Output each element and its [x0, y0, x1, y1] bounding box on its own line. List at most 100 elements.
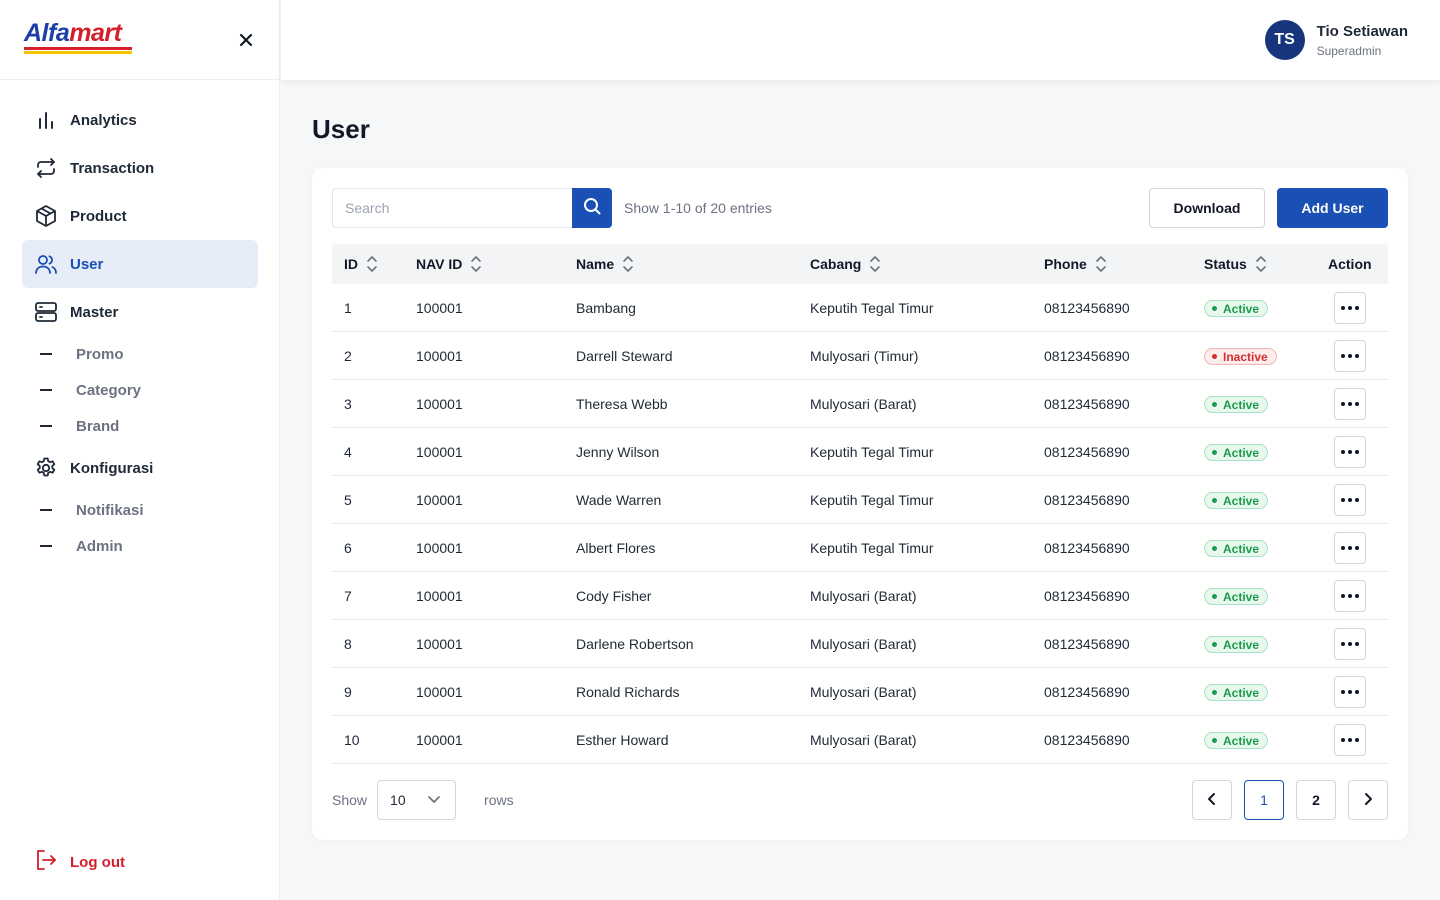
cell-cabang: Keputih Tegal Timur [810, 539, 934, 556]
status-label: Active [1223, 541, 1260, 556]
cell-cabang: Mulyosari (Barat) [810, 731, 917, 748]
sidebar-subitem-category[interactable]: Category [22, 372, 258, 408]
more-options-button[interactable] [1334, 291, 1366, 324]
sidebar-subitem-brand[interactable]: Brand [22, 408, 258, 444]
more-options-button[interactable] [1334, 675, 1366, 708]
cell-name: Darrell Steward [576, 347, 673, 364]
sidebar-item-transaction[interactable]: Transaction [22, 144, 258, 192]
status-label: Active [1223, 301, 1260, 316]
cell-phone: 08123456890 [1044, 299, 1130, 316]
alfamart-logo[interactable]: Alfamart [24, 20, 134, 60]
close-sidebar-icon[interactable] [236, 30, 256, 50]
page-button-1[interactable]: 1 [1244, 780, 1284, 820]
logout-button[interactable]: Log out [34, 848, 125, 877]
more-options-button[interactable] [1334, 723, 1366, 756]
more-dot-icon [1341, 305, 1345, 310]
cell-nav-id: 100001 [416, 539, 463, 556]
cell-status: Active [1192, 634, 1316, 653]
more-dot-icon [1348, 353, 1352, 358]
sidebar-item-product[interactable]: Product [22, 192, 258, 240]
rows-per-page-select[interactable]: 10 [377, 780, 457, 820]
search-button[interactable] [572, 188, 612, 228]
more-dot-icon [1355, 593, 1359, 598]
chevron-down-icon [427, 792, 441, 809]
sidebar-subitem-notifikasi[interactable]: Notifikasi [22, 492, 258, 528]
more-options-button[interactable] [1334, 579, 1366, 612]
status-dot-icon [1212, 546, 1217, 551]
cell-cabang: Keputih Tegal Timur [810, 299, 934, 316]
cell-action [1316, 339, 1388, 372]
more-options-button[interactable] [1334, 531, 1366, 564]
more-options-button[interactable] [1334, 435, 1366, 468]
sidebar-item-analytics[interactable]: Analytics [22, 96, 258, 144]
add-user-button[interactable]: Add User [1277, 188, 1388, 228]
more-dot-icon [1341, 641, 1345, 646]
status-label: Active [1223, 445, 1260, 460]
page-button-2[interactable]: 2 [1296, 780, 1336, 820]
cell-status: Active [1192, 682, 1316, 701]
logo-underline-red [24, 47, 132, 50]
column-header-phone[interactable]: Phone [1032, 244, 1192, 284]
sort-icon [470, 255, 482, 273]
sidebar-item-label: Transaction [70, 159, 155, 177]
download-button[interactable]: Download [1149, 188, 1265, 228]
sidebar-subitem-label: Notifikasi [76, 501, 144, 519]
cell-status: Active [1192, 538, 1316, 557]
cell-id: 7 [344, 587, 352, 604]
cell-status: Inactive [1192, 346, 1316, 365]
column-header-status[interactable]: Status [1192, 244, 1316, 284]
cell-name: Darlene Robertson [576, 635, 694, 652]
sidebar-subitem-promo[interactable]: Promo [22, 336, 258, 372]
status-dot-icon [1212, 738, 1217, 743]
status-badge: Active [1204, 540, 1269, 557]
cell-name: Cody Fisher [576, 587, 652, 604]
sidebar-item-konfigurasi[interactable]: Konfigurasi [22, 444, 258, 492]
status-badge: Active [1204, 684, 1269, 701]
column-header-name[interactable]: Name [564, 244, 798, 284]
status-badge: Active [1204, 492, 1269, 509]
sidebar-item-master[interactable]: Master [22, 288, 258, 336]
table-body: 1 100001 Bambang Keputih Tegal Timur 0812345… [332, 284, 1388, 764]
more-dot-icon [1355, 353, 1359, 358]
logo-underline-yellow [24, 51, 132, 54]
more-options-button[interactable] [1334, 387, 1366, 420]
column-header-label: ID [344, 256, 358, 272]
cell-status: Active [1192, 730, 1316, 749]
sidebar-item-user[interactable]: User [22, 240, 258, 288]
chevron-right-icon [1362, 792, 1374, 809]
column-header-id[interactable]: ID [332, 244, 404, 284]
more-dot-icon [1348, 497, 1352, 502]
search-input[interactable] [332, 188, 572, 228]
repeat-arrows-icon [34, 156, 58, 180]
more-options-button[interactable] [1334, 483, 1366, 516]
column-header-cabang[interactable]: Cabang [798, 244, 1032, 284]
more-options-button[interactable] [1334, 627, 1366, 660]
sort-icon [869, 255, 881, 273]
cell-cabang: Keputih Tegal Timur [810, 443, 934, 460]
more-options-button[interactable] [1334, 339, 1366, 372]
status-label: Active [1223, 637, 1260, 652]
status-label: Active [1223, 589, 1260, 604]
sort-icon [366, 255, 378, 273]
column-header-nav-id[interactable]: NAV ID [404, 244, 564, 284]
sidebar-subitem-admin[interactable]: Admin [22, 528, 258, 564]
sidebar-item-label: Master [70, 303, 119, 321]
more-dot-icon [1341, 353, 1345, 358]
users-icon [34, 252, 58, 276]
entries-info: Show 1-10 of 20 entries [624, 200, 772, 216]
prev-page-button[interactable] [1192, 780, 1232, 820]
cell-phone: 08123456890 [1044, 539, 1130, 556]
cell-action [1316, 291, 1388, 324]
next-page-button[interactable] [1348, 780, 1388, 820]
cell-nav-id: 100001 [416, 395, 463, 412]
top-bar: TS Tio Setiawan Superadmin [281, 0, 1440, 80]
cell-id: 1 [344, 299, 352, 316]
user-role: Superadmin [1316, 43, 1382, 58]
user-profile[interactable]: TS Tio Setiawan Superadmin [1264, 20, 1408, 60]
cell-status: Active [1192, 298, 1316, 317]
dash-icon [40, 425, 52, 427]
column-header-label: NAV ID [416, 256, 463, 272]
server-icon [34, 300, 58, 324]
status-dot-icon [1212, 402, 1217, 407]
table-row: 7 100001 Cody Fisher Mulyosari (Barat) 08123… [332, 572, 1388, 620]
